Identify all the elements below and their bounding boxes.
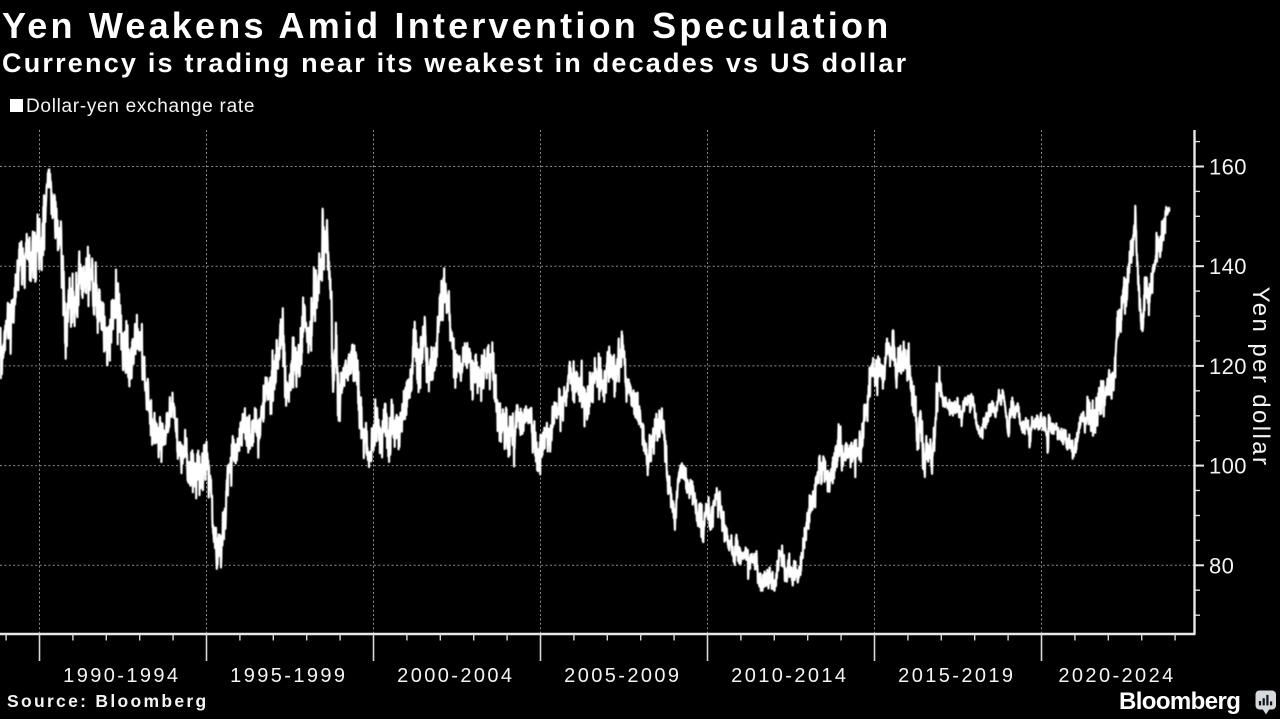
svg-text:80: 80 (1209, 553, 1234, 578)
svg-text:120: 120 (1209, 354, 1247, 379)
svg-text:1990-1994: 1990-1994 (63, 665, 180, 687)
svg-text:1995-1999: 1995-1999 (230, 665, 347, 687)
svg-text:Yen per dollar: Yen per dollar (1247, 287, 1274, 468)
svg-text:2020-2024: 2020-2024 (1058, 665, 1175, 687)
svg-text:2000-2004: 2000-2004 (397, 665, 514, 687)
svg-text:2015-2019: 2015-2019 (898, 665, 1015, 687)
svg-text:2010-2014: 2010-2014 (731, 665, 848, 687)
svg-text:160: 160 (1209, 155, 1247, 180)
svg-text:140: 140 (1209, 254, 1247, 279)
svg-text:2005-2009: 2005-2009 (564, 665, 681, 687)
svg-text:100: 100 (1209, 454, 1247, 479)
